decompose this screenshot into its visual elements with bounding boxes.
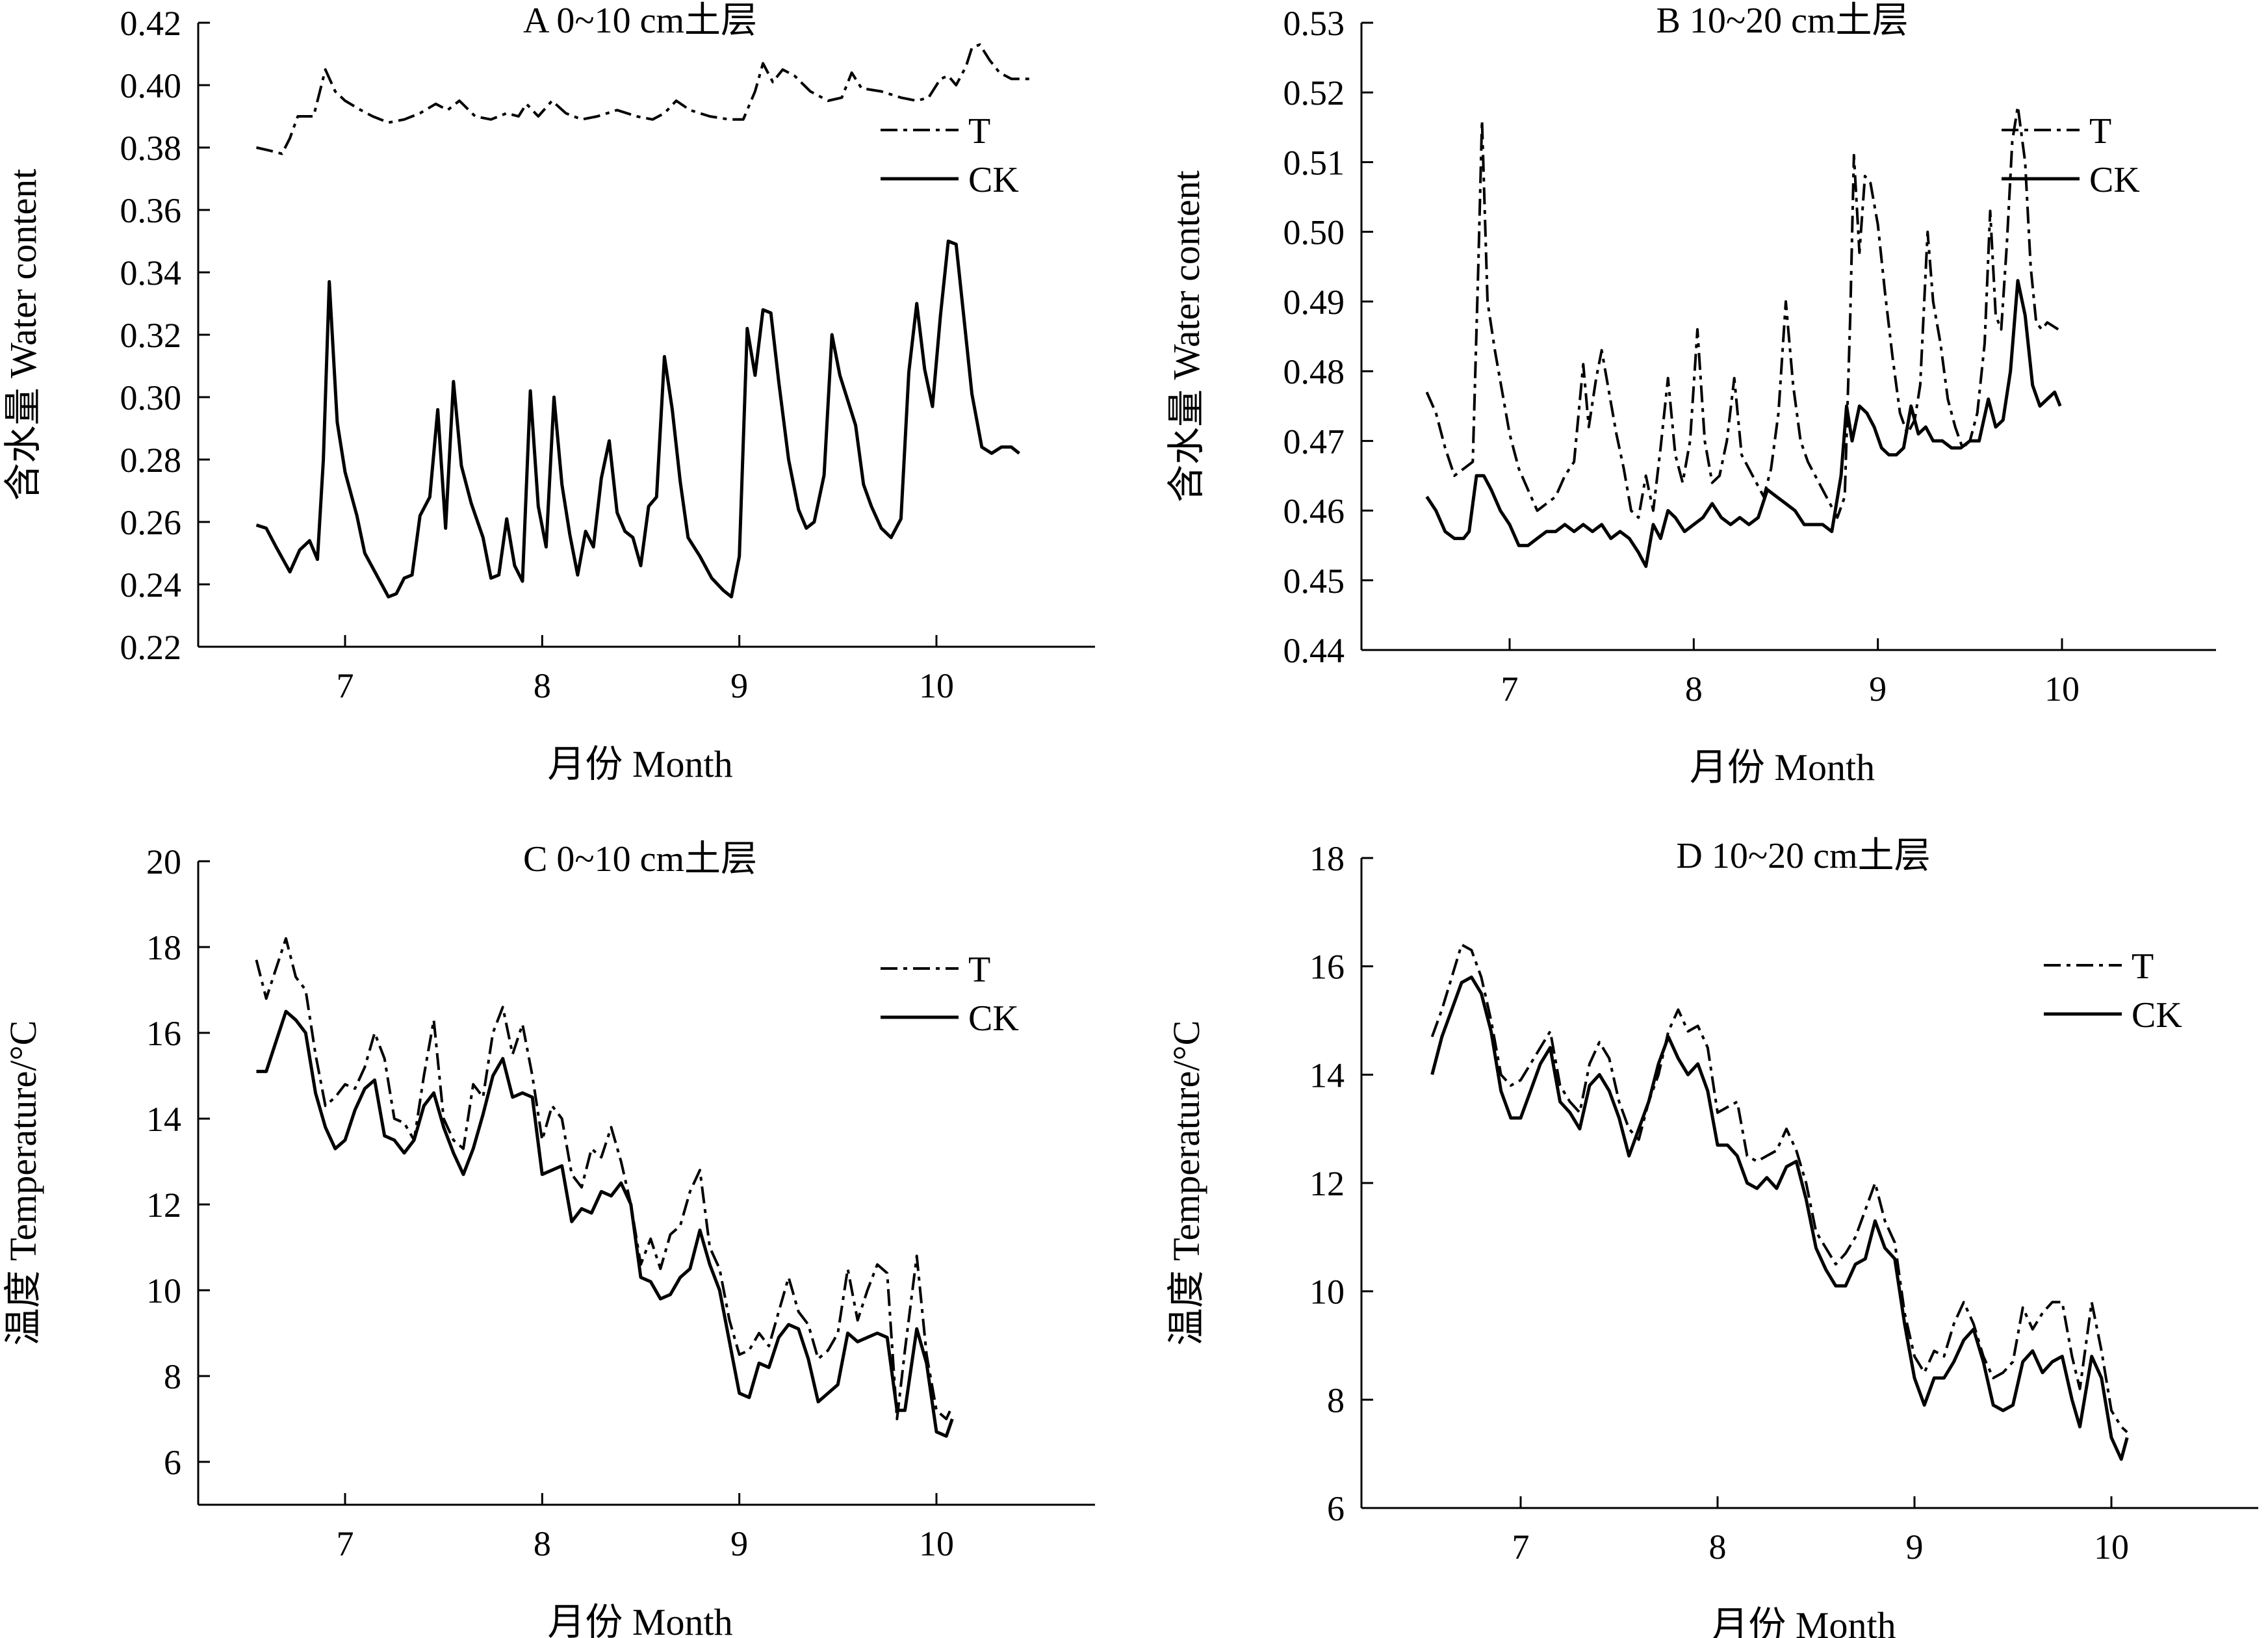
y-axis-label-a: 含水量 Water content bbox=[2, 169, 44, 501]
y-tick-label-d: 12 bbox=[1309, 1164, 1345, 1203]
y-tick-label-b: 0.52 bbox=[1283, 73, 1345, 112]
x-axis-label-c: 月份 Month bbox=[547, 1601, 732, 1638]
y-tick-label-a: 0.32 bbox=[120, 316, 182, 355]
y-tick-label-c: 14 bbox=[146, 1100, 181, 1139]
y-tick-label-a: 0.30 bbox=[120, 378, 182, 417]
y-tick-label-d: 6 bbox=[1327, 1489, 1345, 1528]
y-tick-label-b: 0.48 bbox=[1283, 352, 1345, 391]
y-tick-label-a: 0.28 bbox=[120, 441, 182, 480]
x-tick-label-b: 7 bbox=[1501, 670, 1519, 708]
legend-label-ck-d: CK bbox=[2132, 995, 2182, 1035]
chart-title-a: A 0~10 cm土层 bbox=[523, 1, 757, 41]
x-tick-label-a: 10 bbox=[919, 666, 954, 705]
y-tick-label-a: 0.36 bbox=[120, 191, 182, 230]
x-tick-label-a: 9 bbox=[730, 666, 748, 705]
y-tick-label-a: 0.24 bbox=[120, 566, 182, 604]
x-axis-label-b: 月份 Month bbox=[1690, 746, 1875, 788]
legend-label-ck-b: CK bbox=[2089, 160, 2140, 200]
x-tick-label-d: 9 bbox=[1906, 1528, 1924, 1566]
series-line-ck-b bbox=[1425, 279, 2062, 568]
legend-label-t-d: T bbox=[2132, 946, 2154, 987]
chart-title-c: C 0~10 cm土层 bbox=[523, 839, 757, 879]
y-tick-label-c: 20 bbox=[146, 842, 181, 881]
y-tick-label-a: 0.22 bbox=[120, 628, 182, 667]
series-line-t-c bbox=[255, 937, 954, 1420]
x-axis-label-a: 月份 Month bbox=[547, 743, 732, 785]
y-tick-label-a: 0.34 bbox=[120, 254, 182, 292]
x-tick-label-a: 7 bbox=[337, 666, 354, 705]
series-line-ck-d bbox=[1430, 975, 2129, 1461]
y-tick-label-a: 0.42 bbox=[120, 4, 182, 43]
y-axis-label-b: 含水量 Water content bbox=[1165, 170, 1207, 502]
y-tick-label-b: 0.50 bbox=[1283, 213, 1345, 252]
x-tick-label-d: 7 bbox=[1512, 1528, 1530, 1566]
series-line-ck-a bbox=[255, 239, 1020, 599]
legend-label-t-a: T bbox=[968, 111, 990, 151]
y-tick-label-b: 0.45 bbox=[1283, 562, 1345, 601]
x-tick-label-b: 9 bbox=[1869, 670, 1887, 708]
y-tick-label-d: 8 bbox=[1327, 1381, 1345, 1420]
y-tick-label-c: 18 bbox=[146, 928, 181, 967]
y-axis-label-c: 温度 Temperature/°C bbox=[2, 1020, 44, 1346]
chart-title-b: B 10~20 cm土层 bbox=[1656, 1, 1908, 41]
y-tick-label-b: 0.44 bbox=[1283, 631, 1345, 670]
y-tick-label-a: 0.38 bbox=[120, 129, 182, 168]
series-line-t-d bbox=[1430, 943, 2128, 1433]
x-tick-label-c: 9 bbox=[730, 1524, 748, 1563]
x-tick-label-d: 8 bbox=[1709, 1528, 1727, 1566]
chart-panel-b: 0.44 0.45 0.46 0.47 0.48 0.49 0.50 0.51 0.52 0.53… bbox=[1165, 1, 2216, 788]
y-tick-label-b: 0.47 bbox=[1283, 422, 1345, 461]
x-axis-label-d: 月份 Month bbox=[1710, 1604, 1896, 1638]
chart-panel-a: 0.22 0.24 0.26 0.28 0.30 0.32 0.34 0.36 0.38 0.40… bbox=[2, 1, 1095, 785]
x-tick-label-d: 10 bbox=[2094, 1528, 2129, 1566]
x-tick-label-c: 8 bbox=[534, 1524, 551, 1563]
x-tick-label-b: 8 bbox=[1685, 670, 1703, 708]
y-tick-label-b: 0.49 bbox=[1283, 283, 1345, 322]
series-line-t-a bbox=[256, 43, 1031, 155]
legend-label-t-b: T bbox=[2089, 111, 2111, 151]
legend-label-ck-a: CK bbox=[968, 160, 1019, 200]
y-tick-label-d: 16 bbox=[1309, 948, 1345, 987]
y-tick-label-a: 0.26 bbox=[120, 503, 182, 542]
series-line-ck-c bbox=[256, 1009, 954, 1438]
legend-label-ck-c: CK bbox=[968, 998, 1019, 1039]
y-tick-label-c: 8 bbox=[164, 1357, 181, 1396]
y-tick-label-a: 0.40 bbox=[120, 66, 182, 105]
y-tick-label-b: 0.53 bbox=[1283, 4, 1345, 43]
x-tick-label-c: 10 bbox=[919, 1524, 954, 1563]
y-tick-label-b: 0.51 bbox=[1283, 143, 1345, 182]
x-tick-label-c: 7 bbox=[337, 1524, 354, 1563]
x-tick-label-a: 8 bbox=[534, 666, 551, 705]
y-tick-label-d: 14 bbox=[1309, 1056, 1345, 1095]
y-tick-label-d: 10 bbox=[1309, 1273, 1345, 1312]
x-tick-label-b: 10 bbox=[2044, 670, 2080, 708]
legend-label-t-c: T bbox=[968, 950, 990, 990]
chart-title-d: D 10~20 cm土层 bbox=[1676, 836, 1930, 876]
y-tick-label-c: 6 bbox=[164, 1443, 181, 1482]
y-tick-label-c: 16 bbox=[146, 1014, 181, 1053]
y-tick-label-c: 10 bbox=[146, 1271, 181, 1310]
y-tick-label-b: 0.46 bbox=[1283, 492, 1345, 531]
y-tick-label-d: 18 bbox=[1309, 839, 1345, 878]
y-tick-label-c: 12 bbox=[146, 1186, 181, 1225]
y-axis-label-d: 温度 Temperature/°C bbox=[1165, 1020, 1207, 1346]
